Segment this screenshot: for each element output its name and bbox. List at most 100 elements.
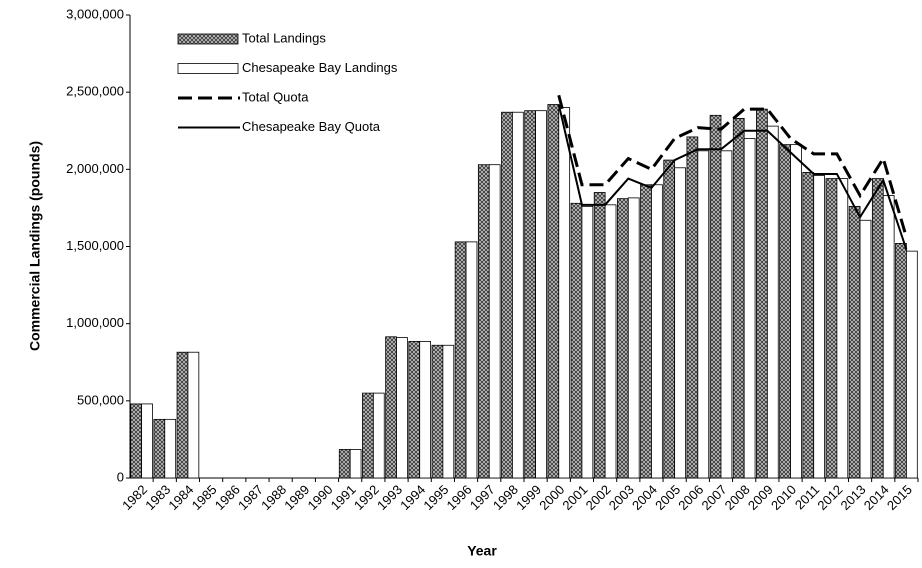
bar: [663, 159, 676, 479]
x-tick-label: 1990: [304, 482, 335, 513]
legend-label: Total Quota: [242, 89, 309, 104]
bar: [709, 114, 722, 479]
bar: [512, 111, 524, 479]
x-tick-label: 1987: [235, 482, 266, 513]
y-tick-label: 3,000,000: [66, 6, 124, 21]
y-tick-label: 0: [117, 469, 124, 484]
x-tick-label: 2008: [722, 482, 753, 513]
bar: [743, 138, 756, 479]
bar: [454, 241, 467, 479]
x-tick-label: 1986: [212, 482, 243, 513]
y-tick-label: 500,000: [77, 392, 124, 407]
x-tick-label: 2003: [606, 482, 637, 513]
bar: [813, 175, 825, 479]
y-tick-label: 1,500,000: [66, 238, 124, 253]
bar: [465, 241, 478, 479]
bar: [431, 344, 444, 479]
bar: [130, 403, 142, 479]
bar: [686, 136, 699, 479]
line: [557, 104, 908, 250]
x-tick-label: 2007: [698, 482, 729, 513]
bar: [524, 110, 536, 479]
x-tick-label: 1991: [328, 482, 359, 513]
bar: [141, 403, 153, 479]
x-axis-title: Year: [467, 543, 497, 559]
x-tick-label: 2002: [583, 482, 614, 513]
x-tick-label: 2010: [768, 482, 799, 513]
bar: [790, 144, 802, 479]
bar: [732, 118, 745, 479]
bar: [558, 107, 571, 479]
bar: [895, 243, 907, 479]
bar: [882, 195, 895, 479]
bar: [604, 204, 617, 479]
legend-swatch: [177, 63, 239, 74]
x-tick-label: 2005: [652, 482, 683, 513]
x-tick-label: 1995: [420, 482, 451, 513]
x-tick-label: 1998: [490, 482, 521, 513]
bar: [720, 150, 733, 479]
bar: [674, 167, 686, 479]
x-tick-label: 2015: [884, 482, 915, 513]
bar: [419, 341, 431, 479]
legend-label: Total Landings: [242, 30, 326, 45]
x-tick-label: 1984: [165, 482, 196, 513]
bar: [871, 178, 884, 479]
bar: [535, 110, 547, 479]
y-tick-label: 1,000,000: [66, 315, 124, 330]
x-tick-label: 1983: [142, 482, 173, 513]
bar: [477, 164, 490, 479]
bar: [176, 351, 189, 479]
bar: [385, 336, 397, 479]
x-tick-label: 1989: [281, 482, 312, 513]
bar: [547, 104, 560, 479]
x-tick-label: 2012: [814, 482, 845, 513]
line: [557, 94, 908, 238]
bar: [825, 178, 838, 479]
x-tick-label: 1982: [119, 482, 150, 513]
x-tick-label: 1999: [513, 482, 544, 513]
x-tick-label: 1988: [258, 482, 289, 513]
x-tick-label: 1985: [189, 482, 220, 513]
bar: [501, 111, 513, 479]
x-tick-label: 1993: [374, 482, 405, 513]
bar: [362, 392, 374, 479]
x-tick-label: 1992: [351, 482, 382, 513]
bar: [442, 344, 455, 479]
bar: [697, 150, 710, 479]
bar: [756, 108, 768, 479]
bar: [906, 250, 918, 479]
x-tick-label: 2011: [792, 482, 822, 512]
bar: [408, 341, 421, 479]
bar: [396, 337, 408, 479]
bar: [581, 205, 594, 479]
bar: [848, 205, 861, 479]
y-tick-label: 2,500,000: [66, 84, 124, 99]
x-tick-label: 2000: [536, 482, 567, 513]
x-tick-label: 1997: [467, 482, 498, 513]
legend-label: Chesapeake Bay Landings: [242, 60, 398, 75]
x-tick-label: 2001: [559, 482, 590, 513]
bar: [802, 172, 815, 479]
legend-swatch: [177, 33, 239, 45]
x-tick-label: 1996: [444, 482, 475, 513]
bar: [593, 192, 606, 479]
bar: [153, 418, 166, 479]
bar: [627, 197, 640, 479]
x-tick-label: 2014: [861, 482, 892, 513]
bar: [779, 144, 791, 479]
bar: [187, 351, 200, 479]
bar: [488, 164, 501, 479]
bar: [570, 202, 583, 479]
bar: [859, 219, 872, 479]
bar: [349, 449, 362, 479]
y-tick-label: 2,000,000: [66, 161, 124, 176]
x-tick-label: 1994: [397, 482, 428, 513]
y-axis-title: Commercial Landings (pounds): [27, 141, 43, 351]
bar: [338, 449, 351, 479]
bar: [617, 198, 629, 479]
x-tick-label: 2006: [675, 482, 706, 513]
bar: [836, 178, 849, 479]
